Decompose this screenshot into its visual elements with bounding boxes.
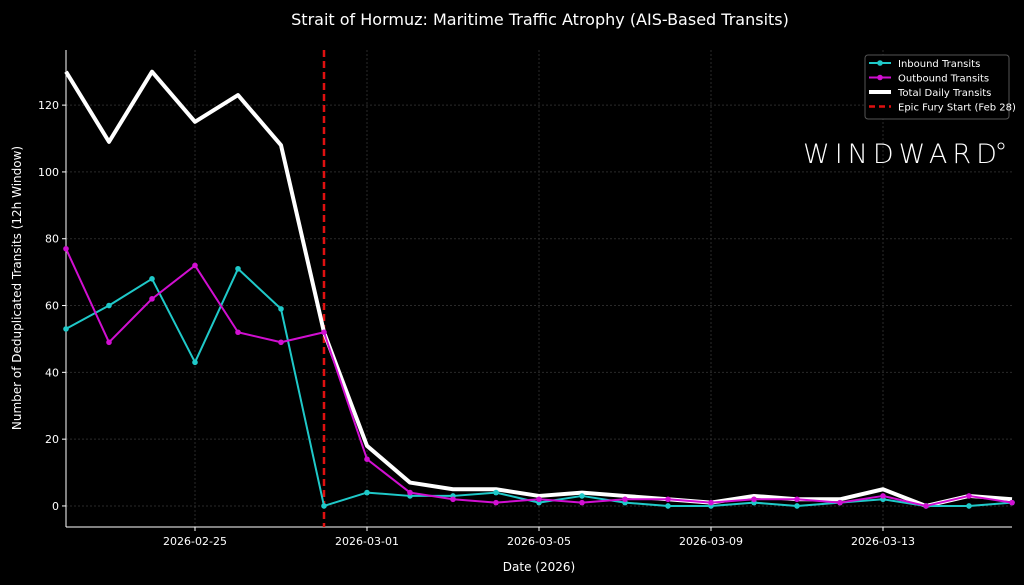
x-tick-label: 2026-03-01: [335, 535, 399, 548]
outbound-transits-point: [149, 296, 155, 302]
watermark-degree-icon: [997, 142, 1005, 150]
inbound-transits-point: [149, 276, 155, 282]
outbound-transits-point: [536, 496, 542, 503]
legend-label: Epic Fury Start (Feb 28): [898, 103, 1016, 114]
y-tick-label: 40: [45, 366, 59, 379]
legend-label: Inbound Transits: [898, 59, 980, 70]
watermark-logo: WINDWARD: [803, 139, 1002, 170]
outbound-transits-point: [665, 496, 671, 503]
outbound-transits-point: [794, 496, 800, 503]
outbound-transits-point: [450, 496, 456, 503]
outbound-transits-point: [1009, 499, 1015, 506]
outbound-transits-point: [321, 329, 327, 336]
outbound-transits-point: [751, 496, 757, 503]
ticks: 0 20 40 60 80 100 120 2026-02-25 2026-03-01 2026-…: [38, 99, 915, 548]
inbound-transits-point: [192, 359, 198, 366]
legend-label: Total Daily Transits: [897, 88, 991, 99]
outbound-transits-point: [880, 493, 886, 499]
inbound-transits-point: [106, 302, 112, 309]
y-tick-label: 60: [45, 300, 59, 313]
outbound-transits-point: [106, 339, 112, 346]
outbound-transits-point: [493, 499, 499, 506]
inbound-transits-point: [579, 493, 585, 499]
inbound-transits-point: [665, 503, 671, 509]
y-tick-label: 120: [38, 99, 59, 112]
inbound-transits-point: [364, 489, 370, 496]
x-tick-label: 2026-02-25: [163, 535, 227, 548]
outbound-transits-point: [192, 262, 198, 269]
outbound-transits-point: [364, 456, 370, 462]
inbound-transits-point: [63, 326, 69, 332]
inbound-transits-point: [235, 265, 241, 272]
chart-title: Strait of Hormuz: Maritime Traffic Atrop…: [291, 10, 789, 29]
grid: [66, 50, 1012, 527]
inbound-transits-point: [321, 503, 327, 509]
legend-marker: [877, 74, 883, 81]
y-tick-label: 80: [45, 233, 59, 246]
y-tick-label: 0: [52, 500, 59, 513]
x-axis-label: Date (2026): [503, 560, 575, 574]
outbound-transits-point: [708, 499, 714, 506]
y-tick-label: 100: [38, 166, 59, 179]
outbound-transits-point: [923, 503, 929, 509]
legend-marker: [877, 60, 883, 66]
outbound-transits-point: [278, 339, 284, 346]
outbound-transits-point: [966, 493, 972, 499]
outbound-transits-point: [837, 499, 843, 506]
legend-box: [864, 54, 1010, 120]
x-tick-label: 2026-03-05: [507, 535, 571, 548]
legend-label: Outbound Transits: [898, 74, 989, 85]
outbound-transits-point: [579, 499, 585, 506]
total-daily-transits-line: [64, 69, 1013, 508]
legend: Inbound Transits Outbound Transits Total D…: [864, 54, 1016, 120]
outbound-transits-point: [63, 245, 69, 252]
outbound-transits-point: [407, 489, 413, 496]
inbound-transits-point: [966, 503, 972, 509]
inbound-transits-point: [493, 489, 499, 496]
series-group: [63, 69, 1015, 509]
y-axis-label: Number of Deduplicated Transits (12h Win…: [10, 146, 24, 430]
outbound-transits-point: [235, 329, 241, 336]
x-tick-label: 2026-03-13: [851, 535, 915, 548]
inbound-transits-point: [278, 306, 284, 312]
outbound-transits-point: [622, 496, 628, 503]
y-tick-label: 20: [45, 433, 59, 446]
x-tick-label: 2026-03-09: [679, 535, 743, 548]
inbound-transits-point: [794, 503, 800, 509]
